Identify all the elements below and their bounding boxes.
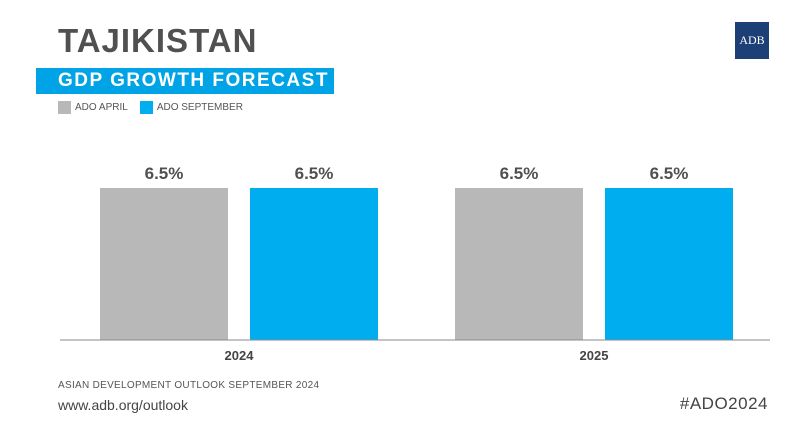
bar-chart: 6.5% 6.5% 2024 6.5% 6.5% 2025 (60, 164, 770, 363)
legend-swatch-ado-april (58, 101, 71, 114)
legend-item-ado-september: ADO SEPTEMBER (139, 101, 243, 114)
data-label-2024-ado-september: 6.5% (295, 164, 334, 183)
hashtag: #ADO2024 (679, 394, 768, 413)
bar-2025-ado-september (605, 188, 733, 340)
bar-2024-ado-september (250, 188, 378, 340)
chart-subtitle: GDP GROWTH FORECAST (58, 70, 329, 91)
data-label-2025-ado-september: 6.5% (650, 164, 689, 183)
x-tick-label-2024: 2024 (225, 348, 255, 363)
legend-label-ado-april: ADO APRIL (75, 102, 128, 113)
legend-swatch-ado-september (139, 101, 153, 114)
adb-logo-text: ADB (739, 33, 765, 47)
legend-item-ado-april: ADO APRIL (58, 101, 128, 114)
x-tick-label-2025: 2025 (580, 348, 609, 363)
adb-logo: ADB (735, 22, 769, 59)
source-url[interactable]: www.adb.org/outlook (58, 397, 188, 413)
bar-2024-ado-april (100, 188, 228, 340)
source-note: ASIAN DEVELOPMENT OUTLOOK SEPTEMBER 2024 (58, 380, 320, 391)
data-label-2024-ado-april: 6.5% (145, 164, 184, 183)
country-title: TAJIKISTAN (58, 22, 258, 59)
bar-2025-ado-april (455, 188, 583, 340)
legend: ADO APRIL ADO SEPTEMBER (58, 101, 243, 114)
subtitle-banner: GDP GROWTH FORECAST (36, 68, 334, 94)
data-label-2025-ado-april: 6.5% (500, 164, 539, 183)
legend-label-ado-september: ADO SEPTEMBER (156, 102, 243, 113)
